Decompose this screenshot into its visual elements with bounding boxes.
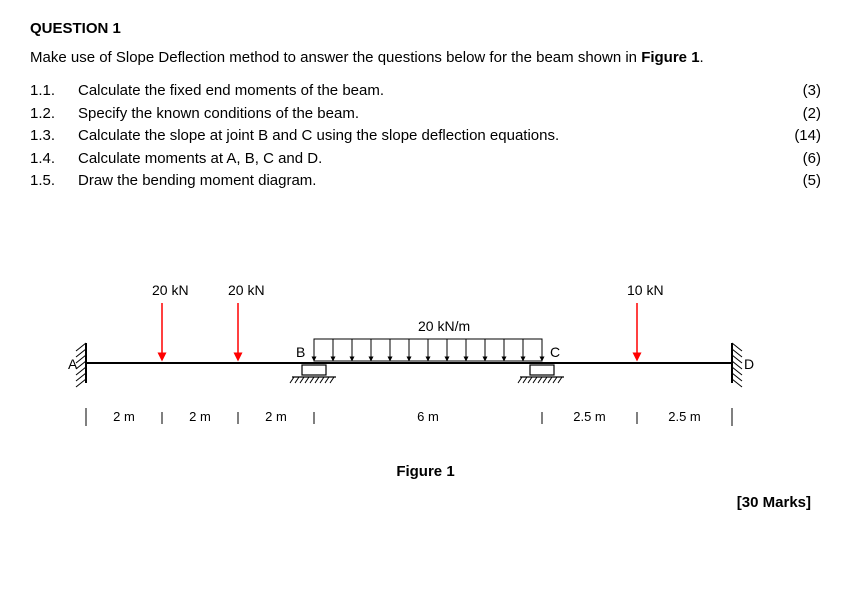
subq-marks: (6): [771, 148, 821, 171]
subq-number: 1.2.: [30, 103, 78, 126]
intro-pre: Make use of Slope Deflection method to a…: [30, 49, 641, 66]
subq-marks: (5): [771, 170, 821, 193]
subq-marks: (2): [771, 103, 821, 126]
figure-container: A B C D 20 kN 20 kN 10 kN 20 kN/m 2 m 2 m 2 m 6 m 2.…: [30, 243, 821, 480]
subq-number: 1.5.: [30, 170, 78, 193]
subq-text: Draw the bending moment diagram.: [78, 170, 771, 193]
subq-text: Calculate the fixed end moments of the b…: [78, 80, 771, 103]
svg-text:D: D: [744, 356, 754, 372]
subquestion-row: 1.3.Calculate the slope at joint B and C…: [30, 125, 821, 148]
subq-marks: (14): [771, 125, 821, 148]
beam-diagram: A B C D 20 kN 20 kN 10 kN 20 kN/m 2 m 2 m 2 m 6 m 2.…: [46, 243, 806, 453]
figure-caption: Figure 1: [30, 463, 821, 480]
svg-text:C: C: [550, 344, 560, 360]
svg-text:20 kN: 20 kN: [228, 282, 265, 298]
svg-text:10 kN: 10 kN: [627, 282, 664, 298]
intro-text: Make use of Slope Deflection method to a…: [30, 47, 821, 68]
intro-post: .: [700, 49, 704, 66]
svg-text:20 kN: 20 kN: [152, 282, 189, 298]
subquestion-row: 1.4.Calculate moments at A, B, C and D.(…: [30, 148, 821, 171]
svg-text:2.5 m: 2.5 m: [668, 409, 701, 424]
svg-text:B: B: [296, 344, 305, 360]
svg-text:2.5 m: 2.5 m: [573, 409, 606, 424]
svg-text:6 m: 6 m: [417, 409, 439, 424]
subq-text: Calculate the slope at joint B and C usi…: [78, 125, 771, 148]
subq-text: Specify the known conditions of the beam…: [78, 103, 771, 126]
svg-text:2 m: 2 m: [113, 409, 135, 424]
svg-text:2 m: 2 m: [189, 409, 211, 424]
svg-text:2 m: 2 m: [265, 409, 287, 424]
subq-number: 1.1.: [30, 80, 78, 103]
subq-marks: (3): [771, 80, 821, 103]
subq-number: 1.3.: [30, 125, 78, 148]
question-title: QUESTION 1: [30, 20, 821, 37]
subq-number: 1.4.: [30, 148, 78, 171]
intro-figref: Figure 1: [641, 49, 699, 66]
subquestion-list: 1.1.Calculate the fixed end moments of t…: [30, 80, 821, 193]
subq-text: Calculate moments at A, B, C and D.: [78, 148, 771, 171]
total-marks: [30 Marks]: [30, 494, 821, 511]
subquestion-row: 1.5.Draw the bending moment diagram.(5): [30, 170, 821, 193]
svg-text:A: A: [68, 356, 78, 372]
subquestion-row: 1.2.Specify the known conditions of the …: [30, 103, 821, 126]
svg-text:20 kN/m: 20 kN/m: [418, 318, 470, 334]
subquestion-row: 1.1.Calculate the fixed end moments of t…: [30, 80, 821, 103]
